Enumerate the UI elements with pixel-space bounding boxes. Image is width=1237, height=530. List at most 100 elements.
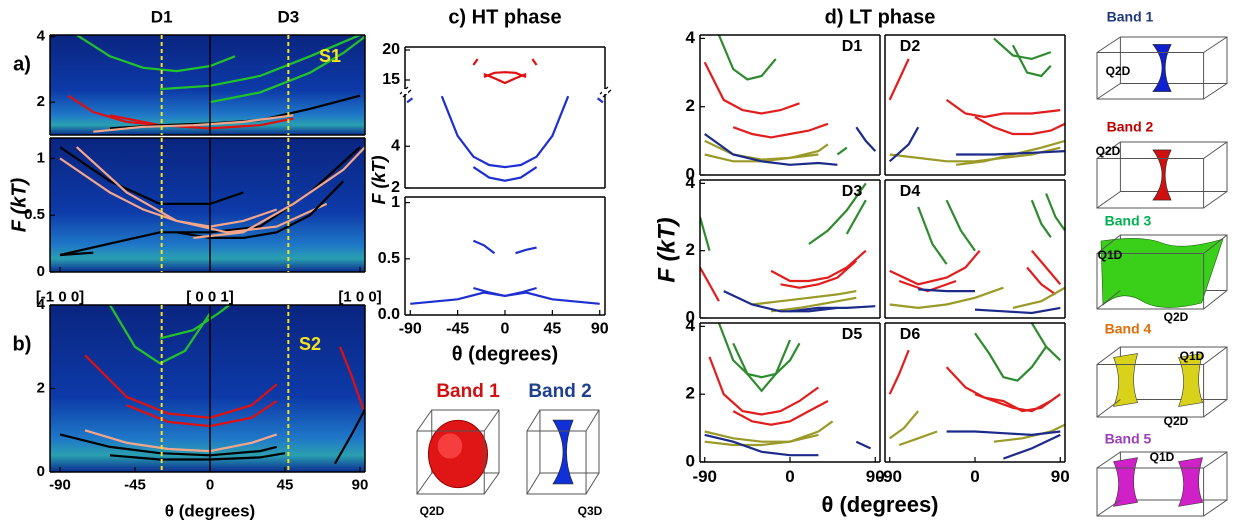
curve [1045,193,1065,232]
panel-label: D5 [842,326,863,343]
y-tick-label: 2 [686,240,695,259]
cell-front [1096,253,1205,310]
x-tick-label: 0 [970,467,979,486]
y-tick-label: 2 [686,96,695,115]
band-shape [552,419,574,485]
curve [84,429,278,453]
band-label: Band 3 [1105,213,1152,229]
curve [945,366,1061,413]
curve [946,430,1061,437]
curve [406,97,414,104]
x-tick-label: -90 [399,321,422,338]
y-tick-label: 4 [391,137,400,154]
curve [780,259,858,289]
curve [917,206,948,265]
y-tick-label: 2 [391,179,400,196]
y-tick-label: 2 [37,93,45,110]
curve [67,94,161,127]
cell-edge [1096,399,1121,418]
curve [59,146,244,205]
curve [704,139,829,161]
curve [898,430,938,447]
curve [1011,44,1052,78]
direction-label: D1 [151,7,173,26]
curve [732,122,829,139]
cell-edge [1203,83,1228,100]
cell-front [526,430,587,495]
x-tick-label: 90 [866,467,885,486]
cell-edge [526,409,541,432]
y-tick-label: 4 [686,316,696,335]
cell-edge [1096,234,1121,254]
curve [974,332,1048,382]
x-tick-label: -45 [124,476,146,493]
curve [888,58,910,101]
cell-edge [1096,346,1121,365]
x-tick-label: 0 [206,476,214,493]
curve [193,146,365,239]
d-y-label: F (kT) [653,217,680,282]
band-label: Band 1 [436,381,500,402]
band-inset: Band 1 Q2D [416,381,500,518]
curve [704,133,838,166]
dimensionality-label: Q1D [1150,450,1175,464]
d-x-label: θ (degrees) [821,492,938,517]
curve [993,37,1052,61]
cell-edge [1096,141,1121,159]
curve [918,288,975,293]
curve [855,126,877,152]
curve [209,35,365,104]
band-label: Band 4 [1105,321,1152,337]
cell-edge [585,472,600,495]
curve [76,35,236,73]
x-tick-label: [-1 0 0] [36,288,84,305]
curve [888,126,920,163]
x-label: θ (degrees) [452,343,558,365]
band-inset: Band 1 Q2D [1096,9,1228,100]
y-tick-label: 2 [37,379,45,396]
cell-edge [416,472,433,495]
dimensionality-label: Q2D [1164,310,1189,324]
curve [898,279,957,293]
dimensionality-label: Q3D [578,504,603,518]
band-inset: Band 4 Q1D Q2D [1096,321,1228,428]
cell-edge [526,472,541,495]
curve [75,146,328,234]
panel: -90 0 90 D6 [877,322,1070,486]
curve [1030,249,1062,286]
cell-front [1096,364,1205,418]
band-inset: Band 3 Q1D Q2D [1096,213,1228,324]
curve [732,339,792,393]
curve [956,150,1065,156]
cell-edge [1203,399,1228,418]
curve [531,58,538,66]
x-tick-label: 0 [501,321,510,338]
y-tick-label: 2 [686,384,695,403]
curve [1026,266,1057,296]
x-tick-label: 0 [785,467,794,486]
cell-edge [483,472,500,495]
curve [751,290,857,306]
curve [845,199,867,235]
panel: D4 [884,179,1066,319]
cell-edge [1096,191,1121,209]
cell-back [1119,36,1228,84]
band-shape [437,433,463,459]
curve [700,216,711,251]
curve [945,99,1061,119]
panel: 0 2 4 D3 [686,173,881,326]
curve [483,72,527,85]
cell-front [1096,467,1205,517]
x-tick-label: -90 [877,467,902,486]
curve [472,58,479,66]
y-tick-label: 1 [391,194,400,211]
sample-label: S2 [299,334,321,354]
panel-title: c) HT phase [448,6,561,28]
axis-gap [602,89,608,94]
panel-label: D1 [842,38,863,55]
curve [974,306,1061,315]
curve [483,71,527,79]
curve [59,251,94,257]
